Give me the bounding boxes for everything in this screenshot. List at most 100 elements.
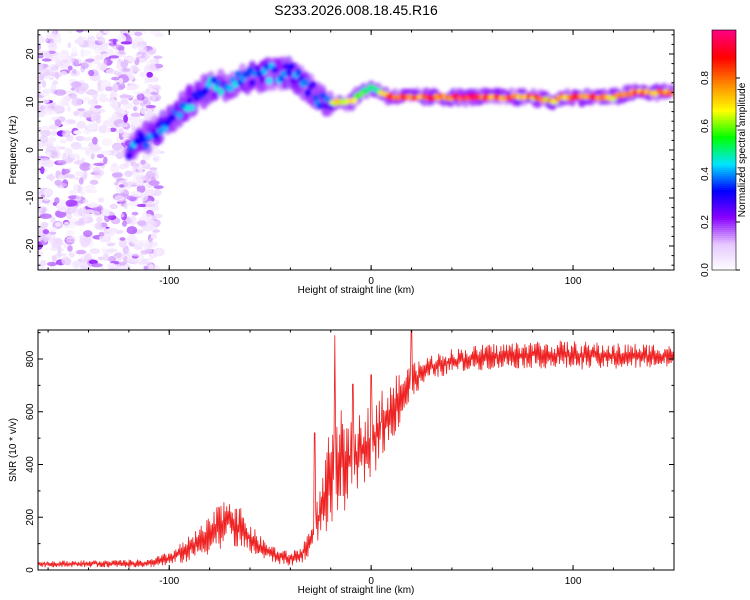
spectrogram-noise-blob <box>88 69 95 77</box>
spectrogram-noise-blob <box>98 231 105 237</box>
spectrogram-noise-blob <box>60 70 67 76</box>
spectrogram-noise-blob <box>38 267 46 270</box>
spectrogram-noise-blob <box>145 64 157 71</box>
spectrogram-noise-blob <box>97 256 105 261</box>
spectrogram-noise-blob <box>135 181 146 187</box>
y-tick-label: -20 <box>25 238 36 253</box>
spectrogram-noise-blob <box>39 73 45 81</box>
colorbar-cell <box>712 80 736 83</box>
spectrogram-noise-blob <box>89 145 102 152</box>
spectrogram-noise-blob <box>52 80 59 85</box>
spectrogram-noise-blob <box>151 84 161 90</box>
spectrogram-noise-blob <box>110 164 120 173</box>
ridge-core <box>258 76 266 83</box>
colorbar-tick-label: 0.4 <box>700 167 711 181</box>
spectrogram-noise-blob <box>100 81 112 87</box>
spectrogram-noise-blob <box>127 234 138 244</box>
colorbar-cell <box>712 190 736 193</box>
spectrogram-noise-blob <box>94 54 104 61</box>
spectrogram-noise-blob <box>98 94 108 103</box>
ridge-core <box>302 78 309 86</box>
ridge-core <box>169 114 176 122</box>
spectrogram-noise-blob <box>80 62 89 70</box>
ridge-core <box>254 65 261 73</box>
colorbar-cell <box>712 90 736 93</box>
colorbar-cell <box>712 136 736 139</box>
spectrogram-noise-blob <box>62 152 67 162</box>
colorbar-cell <box>712 138 736 141</box>
spectrogram-noise-blob <box>141 152 151 161</box>
spectrogram-noise-blob <box>111 142 123 151</box>
spectrogram-noise-blob <box>39 259 47 267</box>
colorbar-cell <box>712 178 736 181</box>
spectrogram-noise-blob <box>92 175 98 179</box>
spectrogram-noise-blob <box>118 265 128 270</box>
colorbar-cell <box>712 222 736 225</box>
colorbar-tick-label: 0.0 <box>700 263 711 277</box>
spectrogram-noise-blob <box>130 64 138 71</box>
spectrogram-noise-blob <box>118 77 124 84</box>
spectrogram-noise-blob <box>55 145 61 153</box>
spectrogram-noise-blob <box>119 94 131 99</box>
colorbar-cell <box>712 254 736 257</box>
colorbar-cell <box>712 196 736 199</box>
colorbar-cell <box>712 100 736 103</box>
ridge-core <box>256 70 263 78</box>
spectrogram-noise-blob <box>108 241 117 246</box>
spectrogram-noise-blob <box>89 179 99 185</box>
colorbar-cell <box>712 194 736 197</box>
colorbar-cell <box>712 228 736 231</box>
colorbar-cell <box>712 246 736 249</box>
colorbar-cell <box>712 94 736 97</box>
spectrogram-noise-blob <box>151 95 157 101</box>
colorbar-cell <box>712 256 736 259</box>
colorbar-cell <box>712 134 736 137</box>
spectrogram-noise-blob <box>101 45 109 51</box>
colorbar-cell <box>712 52 736 55</box>
ridge-core <box>157 127 164 135</box>
spectrogram-noise-blob <box>114 195 125 203</box>
ridge-core <box>234 70 242 78</box>
spectrogram-noise-blob <box>107 256 117 263</box>
colorbar-cell <box>712 258 736 261</box>
spectrogram-noise-blob <box>136 220 147 226</box>
ridge-core <box>283 62 290 70</box>
ridge-core <box>188 104 196 112</box>
ridge-core <box>140 135 147 143</box>
colorbar-cell <box>712 264 736 267</box>
spectrogram-noise-blob <box>153 55 163 59</box>
colorbar-cell <box>712 218 736 221</box>
spectrogram-noise-blob <box>118 123 129 128</box>
colorbar-cell <box>712 40 736 43</box>
x-tick-label: -100 <box>159 576 179 587</box>
colorbar-cell <box>712 108 736 111</box>
spectrogram-noise-blob <box>82 199 89 204</box>
spectrogram-noise-blob <box>78 217 85 225</box>
spectrogram-noise-blob <box>75 86 87 95</box>
spectrogram-noise-blob <box>54 179 63 186</box>
spectrogram-noise-blob <box>52 105 65 114</box>
spectrogram-noise-blob <box>60 95 69 104</box>
spectrogram-noise-blob <box>42 88 54 94</box>
spectrogram-noise-blob <box>99 30 105 33</box>
y-tick-label: 10 <box>25 96 36 108</box>
ridge-core <box>290 77 297 84</box>
spectrogram-noise-blob <box>69 253 75 258</box>
spectrogram-noise-blob <box>82 96 91 102</box>
spectrogram-noise-blob <box>130 119 142 126</box>
colorbar-cell <box>712 180 736 183</box>
spectrogram-noise-blob <box>76 249 87 255</box>
spectrogram-noise-blob <box>107 49 114 55</box>
spectrogram-noise-blob <box>54 71 60 80</box>
ridge-core <box>317 102 324 110</box>
snr-plot-area <box>38 330 674 568</box>
spectrogram-noise-blob <box>87 99 99 106</box>
spectrogram-noise-blob <box>131 253 142 257</box>
spectrogram-noise-blob <box>137 165 144 173</box>
spectrogram-noise-blob <box>126 86 138 91</box>
spectrogram-noise-blob <box>132 172 144 178</box>
spectrogram-noise-blob <box>153 32 165 38</box>
y-tick-label: 0 <box>25 567 36 573</box>
colorbar-cell <box>712 168 736 171</box>
spectrogram-noise-blob <box>149 167 158 171</box>
